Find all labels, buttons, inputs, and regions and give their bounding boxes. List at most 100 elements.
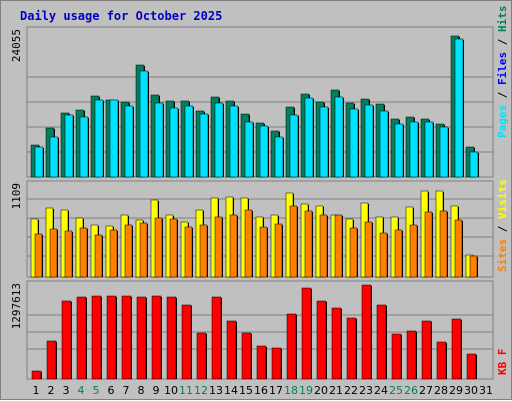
bar-kb-f bbox=[316, 300, 327, 380]
x-tick-label: 20 bbox=[314, 384, 328, 397]
bar-kb-f bbox=[271, 347, 282, 380]
bar-sites bbox=[289, 205, 298, 278]
bar-sites bbox=[79, 227, 88, 278]
bar-kb-f bbox=[226, 320, 237, 380]
bar-pages bbox=[154, 102, 164, 178]
bar-sites bbox=[409, 224, 418, 278]
bar-pages bbox=[274, 136, 284, 178]
bar-sites bbox=[394, 229, 403, 278]
bar-sites bbox=[109, 229, 118, 278]
x-tick-label: 11 bbox=[179, 384, 193, 397]
x-tick-label: 10 bbox=[164, 384, 178, 397]
bar-sites bbox=[424, 211, 433, 278]
bar-pages bbox=[379, 110, 389, 178]
x-tick-label: 19 bbox=[299, 384, 313, 397]
legend-item: Sites bbox=[496, 239, 509, 272]
bar-sites bbox=[274, 223, 283, 278]
bar-kb-f bbox=[31, 370, 42, 380]
bar-sites bbox=[349, 227, 358, 278]
bar-kb-f bbox=[256, 345, 267, 380]
x-tick-label: 25 bbox=[389, 384, 403, 397]
x-tick-label: 17 bbox=[269, 384, 283, 397]
x-tick-label: 28 bbox=[434, 384, 448, 397]
bar-kb-f bbox=[106, 295, 117, 380]
bar-kb-f bbox=[61, 300, 72, 380]
bar-sites bbox=[379, 232, 388, 278]
x-tick-label: 29 bbox=[449, 384, 463, 397]
bar-sites bbox=[139, 222, 148, 278]
legend-item: Visits bbox=[496, 179, 509, 219]
bar-sites bbox=[439, 210, 448, 278]
bar-sites bbox=[319, 214, 328, 278]
bar-kb-f bbox=[376, 304, 387, 380]
bar-kb-f bbox=[331, 307, 342, 380]
bar-sites bbox=[364, 221, 373, 278]
x-tick-label: 3 bbox=[63, 384, 70, 397]
x-tick-label: 24 bbox=[374, 384, 388, 397]
x-tick-label: 14 bbox=[224, 384, 238, 397]
bar-pages bbox=[49, 136, 59, 178]
bar-kb-f bbox=[451, 318, 462, 380]
bar-sites bbox=[229, 214, 238, 278]
bar-kb-f bbox=[76, 296, 87, 380]
x-tick-label: 1 bbox=[33, 384, 40, 397]
bar-kb-f bbox=[301, 287, 312, 380]
bar-pages bbox=[184, 105, 194, 178]
x-tick-label: 5 bbox=[93, 384, 100, 397]
x-tick-label: 13 bbox=[209, 384, 223, 397]
bar-pages bbox=[304, 97, 314, 178]
bar-sites bbox=[304, 210, 313, 278]
bar-kb-f bbox=[421, 320, 432, 380]
bar-sites bbox=[259, 226, 268, 278]
x-tick-label: 22 bbox=[344, 384, 358, 397]
x-tick-label: 27 bbox=[419, 384, 433, 397]
bar-kb-f bbox=[436, 341, 447, 380]
bar-sites bbox=[64, 230, 73, 278]
bar-pages bbox=[79, 116, 89, 178]
bar-sites bbox=[454, 219, 463, 278]
bar-sites bbox=[244, 209, 253, 278]
bar-pages bbox=[334, 96, 344, 178]
bar-pages bbox=[469, 151, 479, 178]
x-tick-label: 18 bbox=[284, 384, 298, 397]
x-tick-label: 15 bbox=[239, 384, 253, 397]
bar-pages bbox=[289, 114, 299, 178]
bar-sites bbox=[94, 234, 103, 278]
bar-sites bbox=[49, 228, 58, 278]
x-tick-label: 12 bbox=[194, 384, 208, 397]
bar-pages bbox=[394, 123, 404, 178]
bar-kb-f bbox=[406, 330, 417, 380]
bar-pages bbox=[364, 104, 374, 178]
bar-pages bbox=[424, 121, 434, 178]
bar-sites bbox=[214, 216, 223, 278]
x-tick-label: 31 bbox=[479, 384, 493, 397]
chart-title: Daily usage for October 2025 bbox=[20, 9, 222, 23]
legend-separator: / bbox=[496, 32, 509, 52]
legend-item: Files bbox=[496, 52, 509, 85]
bar-pages bbox=[319, 106, 329, 178]
x-tick-label: 6 bbox=[108, 384, 115, 397]
bar-pages bbox=[94, 99, 104, 178]
bar-kb-f bbox=[361, 284, 372, 380]
bar-sites bbox=[469, 255, 478, 278]
bar-kb-f bbox=[466, 353, 477, 380]
legend-separator: / bbox=[496, 219, 509, 239]
legend-separator: / bbox=[496, 85, 509, 105]
legend-item: Pages bbox=[496, 105, 509, 138]
bar-pages bbox=[259, 125, 269, 178]
bar-kb-f bbox=[391, 333, 402, 380]
x-tick-label: 21 bbox=[329, 384, 343, 397]
panel-max-label: 24055 bbox=[10, 29, 23, 62]
bar-sites bbox=[184, 226, 193, 278]
bar-kb-f bbox=[211, 296, 222, 380]
x-tick-label: 30 bbox=[464, 384, 478, 397]
bar-kb-f bbox=[346, 317, 357, 380]
legend-item: Hits bbox=[496, 6, 509, 33]
bar-pages bbox=[139, 70, 149, 178]
bar-pages bbox=[409, 121, 419, 178]
x-tick-label: 8 bbox=[138, 384, 145, 397]
bar-sites bbox=[199, 224, 208, 278]
bar-pages bbox=[34, 146, 44, 178]
